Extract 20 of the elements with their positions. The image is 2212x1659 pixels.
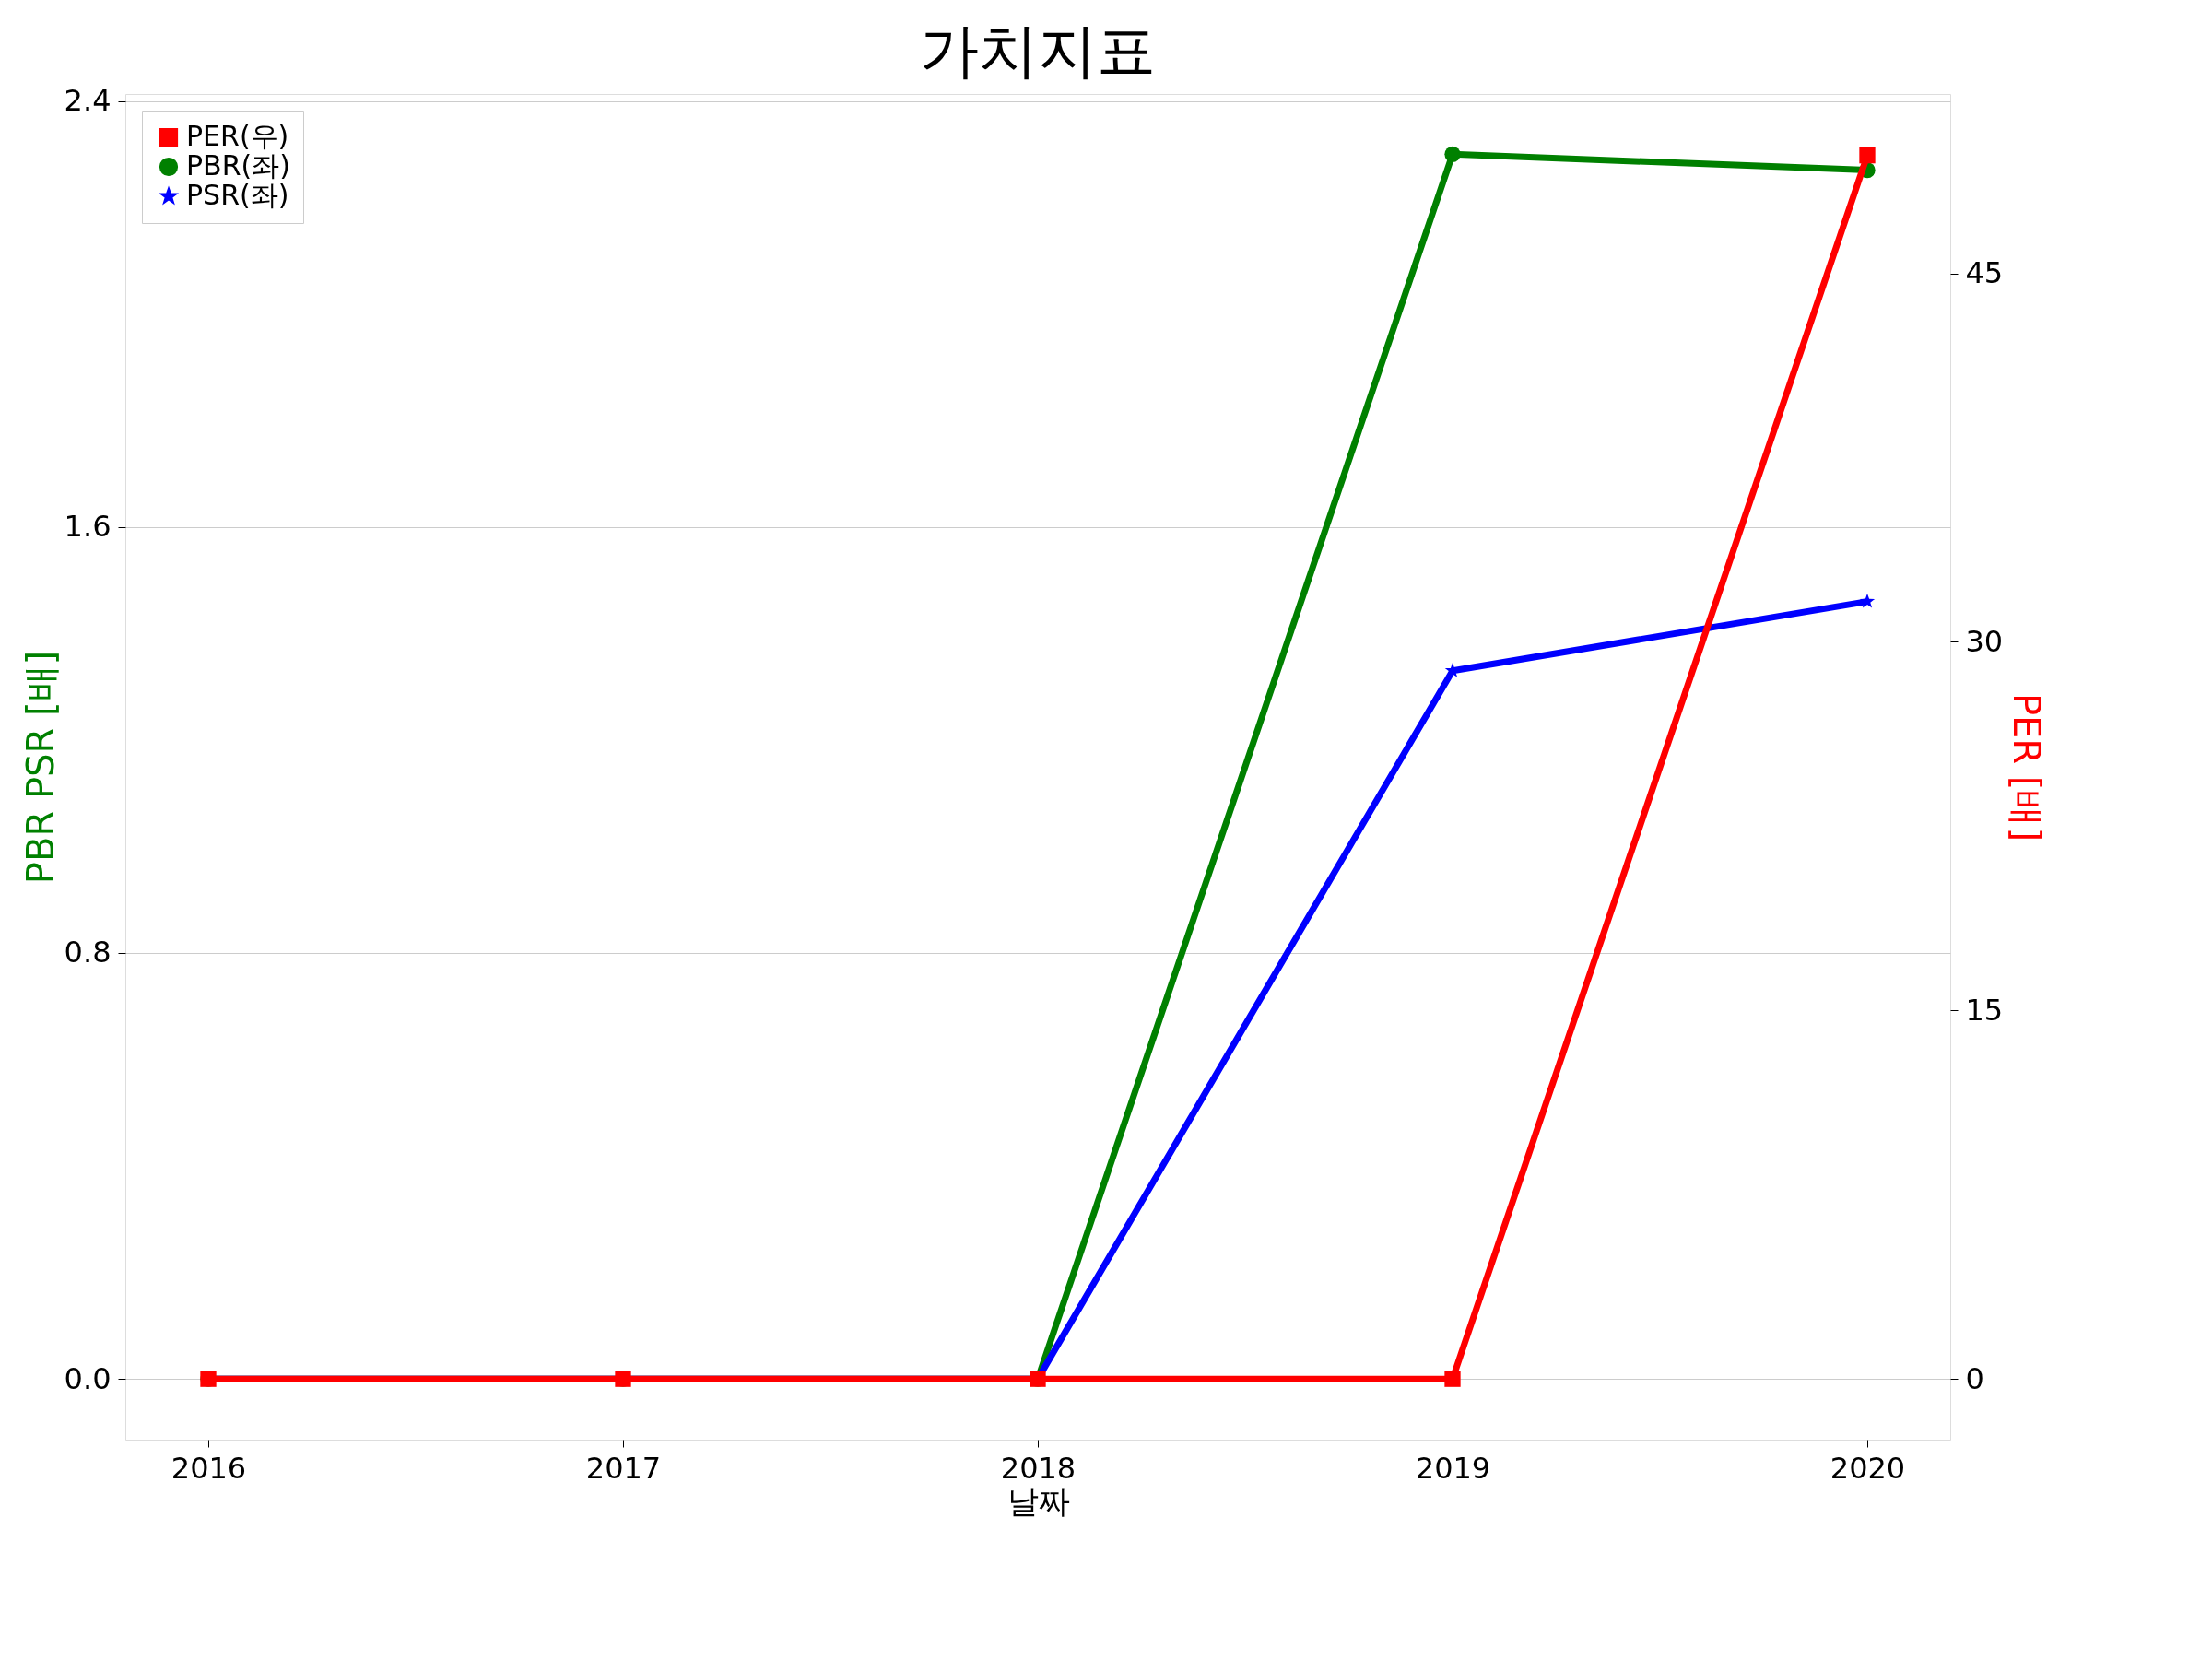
x-tick-label: 2017: [585, 1450, 662, 1486]
point: [1444, 146, 1461, 162]
y2-tick-label: 15: [1965, 992, 2004, 1028]
y-tick-label: 0.8: [64, 935, 112, 971]
y-tick-label: 0.0: [64, 1360, 112, 1396]
legend-label: PER(우): [186, 120, 289, 152]
chart-title: 가치지표: [920, 16, 1156, 85]
x-tick-label: 2016: [171, 1450, 247, 1486]
y2-tick-label: 45: [1965, 255, 2004, 291]
y-axis-title: PBR PSR [배]: [18, 650, 62, 885]
y-tick-label: 1.6: [64, 509, 112, 545]
y2-tick-label: 30: [1965, 623, 2004, 659]
y2-tick-label: 0: [1965, 1360, 1984, 1396]
x-tick-label: 2020: [1830, 1450, 1906, 1486]
legend-label: PSR(좌): [186, 179, 289, 211]
y-tick-label: 2.4: [64, 83, 112, 119]
legend-label: PBR(좌): [186, 149, 290, 182]
point: [1859, 593, 1876, 608]
x-tick-label: 2019: [1415, 1450, 1491, 1486]
y2-axis-title: PER [배]: [2006, 692, 2049, 842]
